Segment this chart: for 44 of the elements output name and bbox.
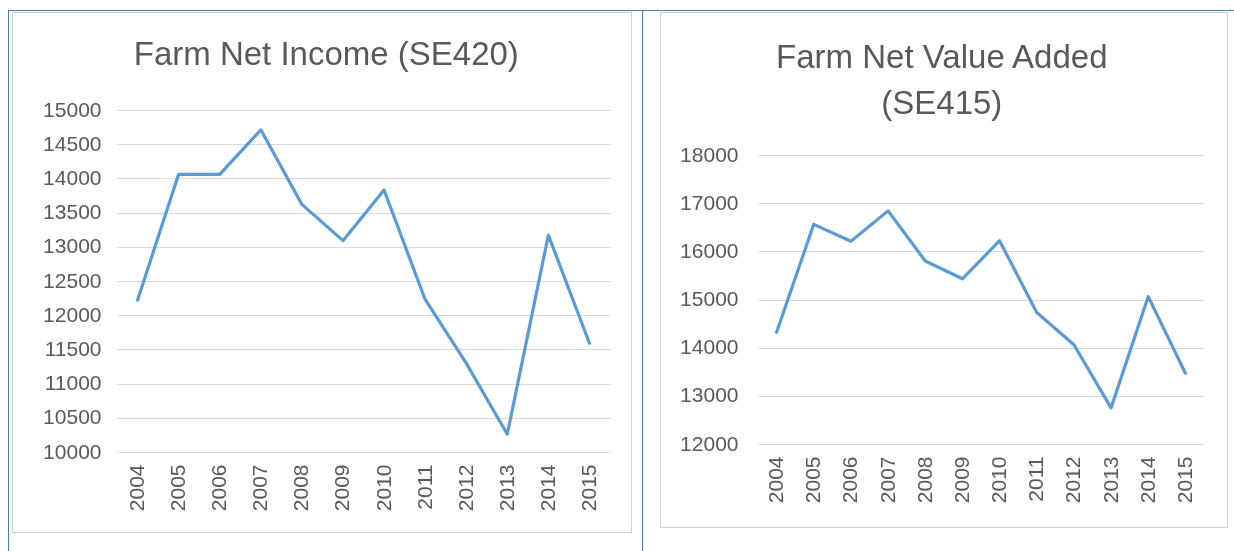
- x-tick-label: 2007: [875, 456, 899, 504]
- y-tick-label: 14000: [43, 165, 102, 189]
- y-tick-label: 13000: [43, 234, 102, 258]
- y-tick-label: 11000: [44, 371, 102, 395]
- y-tick-label: 15000: [680, 287, 739, 310]
- x-tick-label: 2009: [330, 464, 354, 512]
- x-tick-label: 2012: [1061, 456, 1085, 504]
- x-tick-label: 2010: [987, 456, 1011, 504]
- y-tick-label: 17000: [680, 190, 739, 214]
- y-tick-label: 14000: [680, 335, 739, 359]
- x-tick-label: 2011: [1024, 456, 1048, 502]
- y-tick-label: 10000: [43, 439, 102, 463]
- x-tick-label: 2013: [494, 464, 518, 512]
- x-tick-label: 2011: [412, 464, 436, 510]
- x-tick-label: 2004: [764, 456, 788, 504]
- y-tick-label: 14500: [43, 131, 102, 155]
- x-tick-label: 2005: [801, 456, 825, 504]
- x-tick-label: 2004: [125, 464, 149, 512]
- x-tick-label: 2007: [248, 464, 272, 512]
- y-tick-label: 13000: [680, 383, 739, 407]
- y-tick-label: 12000: [680, 431, 739, 455]
- y-tick-label: 16000: [680, 238, 739, 262]
- x-tick-label: 2014: [535, 464, 559, 512]
- y-tick-label: 12500: [43, 268, 102, 292]
- x-tick-label: 2012: [453, 464, 477, 512]
- x-tick-label: 2013: [1098, 456, 1122, 504]
- x-tick-label: 2008: [289, 464, 313, 512]
- x-tick-label: 2008: [912, 456, 936, 504]
- x-tick-label: 2014: [1135, 456, 1159, 504]
- x-tick-label: 2006: [207, 464, 231, 512]
- x-tick-label: 2015: [1172, 456, 1196, 504]
- x-tick-label: 2005: [166, 464, 190, 512]
- y-tick-label: 15000: [43, 97, 102, 121]
- x-tick-label: 2006: [838, 456, 862, 504]
- y-tick-label: 11500: [44, 336, 102, 360]
- x-tick-label: 2010: [371, 464, 395, 512]
- y-tick-label: 13500: [43, 200, 102, 224]
- y-tick-label: 12000: [43, 302, 102, 326]
- chart-title: Farm Net Value Added (SE415): [776, 38, 1108, 121]
- x-tick-label: 2009: [949, 456, 973, 504]
- x-tick-label: 2015: [576, 464, 600, 512]
- y-tick-label: 18000: [680, 142, 739, 166]
- y-tick-label: 10500: [43, 405, 102, 429]
- chart-title: Farm Net Income (SE420): [133, 35, 519, 72]
